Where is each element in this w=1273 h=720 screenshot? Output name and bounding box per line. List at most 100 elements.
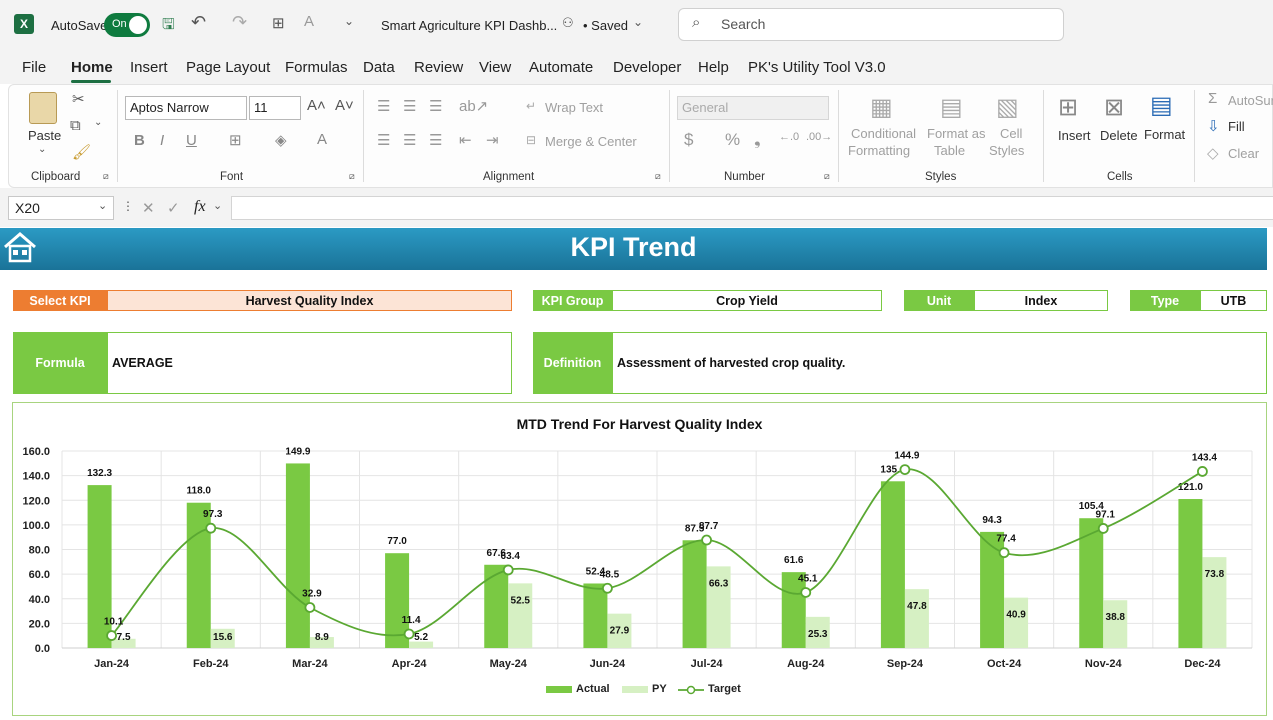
menu-developer[interactable]: Developer [613, 59, 682, 76]
copy-icon[interactable]: ⧉ [70, 117, 81, 134]
bar-py [210, 628, 235, 648]
align-center-icon[interactable]: ☰ [403, 132, 417, 149]
menu-home[interactable]: Home [71, 59, 113, 76]
font-color-icon[interactable]: A [304, 13, 315, 30]
fill-icon[interactable]: ⇩ [1207, 118, 1220, 135]
format-cells-icon[interactable]: ▤ [1150, 92, 1173, 119]
menu-formulas[interactable]: Formulas [285, 59, 348, 76]
clear-button[interactable]: Clear [1228, 146, 1260, 161]
increase-font-size-icon[interactable]: A˄ [307, 97, 326, 114]
align-bottom-icon[interactable]: ☰ [429, 98, 443, 115]
menu-file[interactable]: File [22, 59, 47, 76]
menu-data[interactable]: Data [363, 59, 395, 76]
cut-icon[interactable]: ✂ [72, 91, 85, 108]
search-placeholder: Search [721, 16, 766, 32]
saved-status[interactable]: • Saved [583, 18, 629, 33]
menu-automate[interactable]: Automate [529, 59, 594, 76]
delete-button[interactable]: Delete [1100, 128, 1138, 143]
font-size-select[interactable]: 11 [249, 96, 301, 120]
align-left-icon[interactable]: ☰ [377, 132, 391, 149]
fx-chevron-icon[interactable]: ⌄ [213, 200, 223, 212]
borders-icon[interactable]: ⊞ [229, 132, 242, 149]
target-marker [304, 602, 316, 613]
format-as-table-icon[interactable]: ▤ [940, 94, 963, 121]
bar-actual [1079, 518, 1104, 648]
conditional-formatting-line1[interactable]: Conditional [851, 126, 917, 141]
conditional-formatting-line2[interactable]: Formatting [848, 143, 911, 158]
paste-chevron-icon[interactable]: ⌄ [38, 144, 47, 155]
redo-icon[interactable]: ↷ [232, 12, 248, 32]
font-color-icon[interactable]: A [317, 131, 328, 148]
borders-icon[interactable]: ⊞ [272, 15, 285, 32]
bar-py [309, 637, 334, 648]
more-options-icon[interactable]: ⋮ [122, 199, 134, 213]
clipboard-launcher-icon[interactable]: ⧄ [103, 171, 109, 181]
insert-function-icon[interactable]: fx [194, 198, 206, 215]
font-launcher-icon[interactable]: ⧄ [349, 171, 355, 181]
cell-styles-line2[interactable]: Styles [989, 143, 1025, 158]
menu-help[interactable]: Help [698, 59, 729, 76]
name-box-chevron-icon[interactable]: ⌄ [98, 200, 108, 212]
currency-icon[interactable]: $ [684, 130, 694, 149]
format-painter-icon[interactable]: 🖌 [72, 144, 92, 161]
decrease-decimal-icon[interactable]: .00→ [806, 131, 833, 143]
increase-indent-icon[interactable]: ⇥ [486, 132, 499, 149]
merge-center-icon[interactable]: ⊟ [526, 133, 537, 147]
fill-button[interactable]: Fill [1228, 119, 1245, 134]
align-middle-icon[interactable]: ☰ [403, 98, 417, 115]
font-name-select[interactable]: Aptos Narrow [125, 96, 247, 120]
clear-icon[interactable]: ◇ [1207, 145, 1219, 162]
italic-icon[interactable]: I [160, 132, 165, 149]
fill-color-icon[interactable]: ◈ [275, 132, 287, 149]
kpi-trend-banner [0, 228, 1267, 270]
number-format-select[interactable]: General [677, 96, 829, 120]
formula-input[interactable] [231, 196, 1273, 220]
document-title[interactable]: Smart Agriculture KPI Dashb... [381, 18, 558, 33]
format-as-table-line2[interactable]: Table [934, 143, 966, 158]
increase-decimal-icon[interactable]: ←.0 [779, 131, 800, 143]
autosum-icon[interactable]: Σ [1208, 90, 1218, 107]
cell-styles-icon[interactable]: ▧ [996, 94, 1019, 121]
menu-view[interactable]: View [479, 59, 512, 76]
percent-icon[interactable]: % [725, 130, 741, 149]
format-button[interactable]: Format [1144, 127, 1186, 142]
insert-cells-icon[interactable]: ⊞ [1058, 94, 1079, 121]
paste-button[interactable]: Paste [28, 128, 62, 143]
search-input[interactable] [678, 8, 1064, 41]
number-launcher-icon[interactable]: ⧄ [824, 171, 830, 181]
menu-review[interactable]: Review [414, 59, 464, 76]
decrease-indent-icon[interactable]: ⇤ [459, 132, 472, 149]
conditional-formatting-icon[interactable]: ▦ [870, 94, 893, 121]
confirm-entry-icon[interactable]: ✓ [167, 200, 180, 217]
decrease-font-size-icon[interactable]: A˅ [335, 97, 354, 114]
orientation-icon[interactable]: ab↗ [459, 98, 489, 115]
format-as-table-line1[interactable]: Format as [927, 126, 986, 141]
save-icon[interactable]: 🖫 [162, 16, 175, 33]
name-box[interactable]: X20 [8, 196, 114, 220]
align-right-icon[interactable]: ☰ [429, 132, 443, 149]
home-icon[interactable] [2, 230, 38, 264]
undo-icon[interactable]: ↶ [191, 12, 207, 32]
align-top-icon[interactable]: ☰ [377, 98, 391, 115]
select-kpi-dropdown[interactable]: Harvest Quality Index [107, 290, 512, 311]
menu-utility-tool[interactable]: PK's Utility Tool V3.0 [748, 59, 886, 76]
autosave-label: AutoSave [51, 18, 108, 33]
autosum-button[interactable]: AutoSur [1228, 93, 1273, 108]
bold-icon[interactable]: B [134, 132, 145, 149]
cancel-entry-icon[interactable]: ✕ [142, 200, 155, 217]
customize-qat-icon[interactable]: ⌄ [344, 14, 355, 28]
insert-button[interactable]: Insert [1058, 128, 1091, 143]
comma-style-icon[interactable]: ❟ [754, 130, 761, 149]
trend-chart-frame[interactable] [12, 402, 1267, 716]
delete-cells-icon[interactable]: ⊠ [1104, 94, 1125, 121]
underline-icon[interactable]: U [186, 132, 197, 149]
paste-icon[interactable] [29, 92, 57, 124]
wrap-text-button[interactable]: Wrap Text [545, 100, 604, 115]
wrap-text-icon[interactable]: ↵ [526, 99, 537, 113]
menu-insert[interactable]: Insert [130, 59, 168, 76]
copy-chevron-icon[interactable]: ⌄ [94, 117, 103, 128]
menu-page-layout[interactable]: Page Layout [186, 59, 271, 76]
merge-center-button[interactable]: Merge & Center [545, 134, 637, 149]
cell-styles-line1[interactable]: Cell [1000, 126, 1023, 141]
alignment-launcher-icon[interactable]: ⧄ [655, 171, 661, 181]
